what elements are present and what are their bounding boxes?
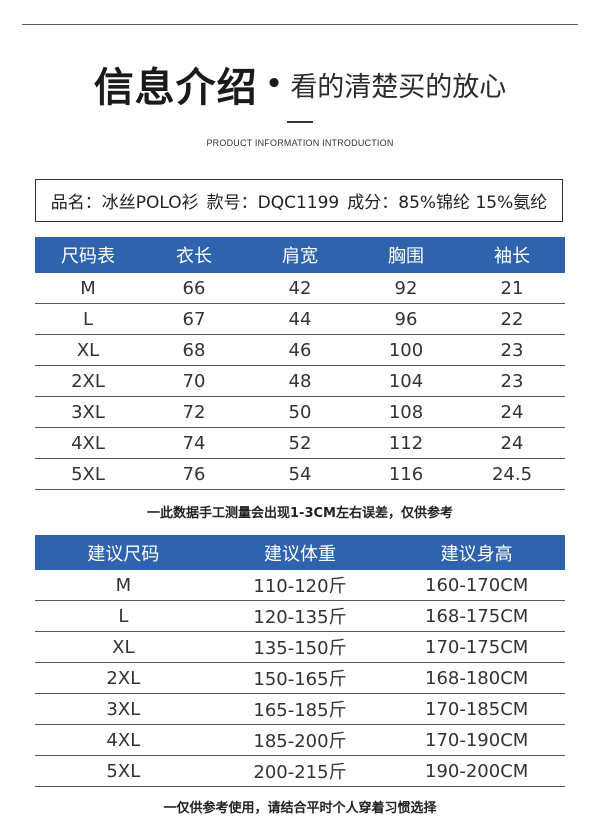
- table-row: XL 135-150斤 170-175CM: [35, 631, 565, 663]
- table-row: 4XL 185-200斤 170-190CM: [35, 724, 565, 756]
- cell-shoulder: 48: [247, 365, 353, 397]
- size-chart-table: 尺码表 衣长 肩宽 胸围 袖长 M 66 42 92 21 L 67 44 96…: [35, 237, 565, 490]
- cell-sleeve: 22: [459, 303, 565, 335]
- cell-length: 67: [141, 303, 247, 335]
- cell-shoulder: 42: [247, 273, 353, 304]
- cell-length: 66: [141, 273, 247, 304]
- cell-rec-size: M: [35, 570, 212, 601]
- cell-rec-height: 170-190CM: [388, 724, 565, 756]
- cell-length: 76: [141, 458, 247, 490]
- cell-size: L: [35, 303, 141, 335]
- measurement-note: 一此数据手工测量会出现1-3CM左右误差，仅供参考: [147, 506, 453, 521]
- cell-rec-size: 4XL: [35, 724, 212, 756]
- table-row: XL 68 46 100 23: [35, 334, 565, 366]
- table-row: M 66 42 92 21: [35, 273, 565, 304]
- cell-rec-weight: 110-120斤: [211, 570, 389, 601]
- cell-size: M: [35, 273, 141, 304]
- header-rec-height: 建议身高: [388, 535, 565, 570]
- top-divider: [22, 24, 578, 25]
- header-sleeve: 袖长: [459, 237, 565, 273]
- cell-chest: 92: [353, 273, 459, 304]
- recommendation-table: 建议尺码 建议体重 建议身高 M 110-120斤 160-170CM L 12…: [35, 535, 565, 787]
- title-main: 信息介绍: [93, 65, 258, 111]
- cell-rec-size: L: [35, 600, 212, 632]
- title-subtitle: 看的清楚买的放心: [290, 71, 507, 103]
- cell-shoulder: 50: [247, 396, 353, 428]
- cell-rec-height: 170-185CM: [388, 693, 565, 725]
- cell-size: 5XL: [35, 458, 141, 490]
- table-row: 4XL 74 52 112 24: [35, 427, 565, 459]
- cell-shoulder: 54: [247, 458, 353, 490]
- cell-rec-height: 190-200CM: [388, 755, 565, 787]
- cell-length: 74: [141, 427, 247, 459]
- product-name: 品名：冰丝POLO衫: [50, 193, 199, 213]
- table-row: 5XL 200-215斤 190-200CM: [35, 755, 565, 787]
- cell-chest: 112: [353, 427, 459, 459]
- table-row: 3XL 165-185斤 170-185CM: [35, 693, 565, 725]
- cell-size: 2XL: [35, 365, 141, 397]
- recommendation-header-row: 建议尺码 建议体重 建议身高: [35, 535, 565, 570]
- cell-rec-size: 5XL: [35, 755, 212, 787]
- cell-rec-height: 160-170CM: [388, 570, 565, 601]
- cell-shoulder: 44: [247, 303, 353, 335]
- cell-chest: 96: [353, 303, 459, 335]
- cell-size: XL: [35, 334, 141, 366]
- cell-length: 68: [141, 334, 247, 366]
- product-info-box: 品名：冰丝POLO衫 款号：DQC1199 成分：85%锦纶 15%氨纶: [35, 179, 563, 222]
- table-row: 2XL 70 48 104 23: [35, 365, 565, 397]
- cell-chest: 104: [353, 365, 459, 397]
- table-row: 2XL 150-165斤 168-180CM: [35, 662, 565, 694]
- cell-rec-size: 3XL: [35, 693, 212, 725]
- size-chart-header-row: 尺码表 衣长 肩宽 胸围 袖长: [35, 237, 565, 273]
- table-row: L 120-135斤 168-175CM: [35, 600, 565, 632]
- cell-rec-weight: 135-150斤: [211, 631, 389, 663]
- cell-rec-weight: 185-200斤: [211, 724, 389, 756]
- product-code: 款号：DQC1199: [206, 193, 340, 213]
- cell-rec-weight: 200-215斤: [211, 755, 389, 787]
- header-size: 尺码表: [35, 237, 141, 273]
- cell-sleeve: 23: [459, 334, 565, 366]
- cell-sleeve: 24: [459, 427, 565, 459]
- cell-chest: 100: [353, 334, 459, 366]
- cell-rec-height: 168-175CM: [388, 600, 565, 632]
- cell-sleeve: 23: [459, 365, 565, 397]
- header-rec-weight: 建议体重: [211, 535, 389, 570]
- cell-rec-weight: 150-165斤: [211, 662, 389, 694]
- cell-shoulder: 52: [247, 427, 353, 459]
- table-row: 3XL 72 50 108 24: [35, 396, 565, 428]
- product-material: 成分：85%锦纶 15%氨纶: [347, 193, 548, 213]
- page-title: 信息介绍 • 看的清楚买的放心: [0, 56, 600, 112]
- header-shoulder: 肩宽: [247, 237, 353, 273]
- cell-rec-size: 2XL: [35, 662, 212, 694]
- cell-length: 70: [141, 365, 247, 397]
- selection-note: 一仅供参考使用，请结合平时个人穿着习惯选择: [163, 801, 437, 816]
- english-subtitle: PRODUCT INFORMATION INTRODUCTION: [206, 138, 394, 148]
- table-row: M 110-120斤 160-170CM: [35, 570, 565, 601]
- cell-rec-weight: 165-185斤: [211, 693, 389, 725]
- header-chest: 胸围: [353, 237, 459, 273]
- title-dot: •: [265, 69, 283, 99]
- cell-rec-height: 170-175CM: [388, 631, 565, 663]
- cell-sleeve: 24.5: [459, 458, 565, 490]
- header-length: 衣长: [141, 237, 247, 273]
- title-underline: [287, 121, 313, 123]
- cell-rec-height: 168-180CM: [388, 662, 565, 694]
- table-row: 5XL 76 54 116 24.5: [35, 458, 565, 490]
- cell-sleeve: 24: [459, 396, 565, 428]
- table-row: L 67 44 96 22: [35, 303, 565, 335]
- cell-size: 4XL: [35, 427, 141, 459]
- cell-chest: 116: [353, 458, 459, 490]
- cell-sleeve: 21: [459, 273, 565, 304]
- cell-rec-size: XL: [35, 631, 212, 663]
- header-rec-size: 建议尺码: [35, 535, 212, 570]
- cell-rec-weight: 120-135斤: [211, 600, 389, 632]
- cell-length: 72: [141, 396, 247, 428]
- cell-shoulder: 46: [247, 334, 353, 366]
- cell-chest: 108: [353, 396, 459, 428]
- cell-size: 3XL: [35, 396, 141, 428]
